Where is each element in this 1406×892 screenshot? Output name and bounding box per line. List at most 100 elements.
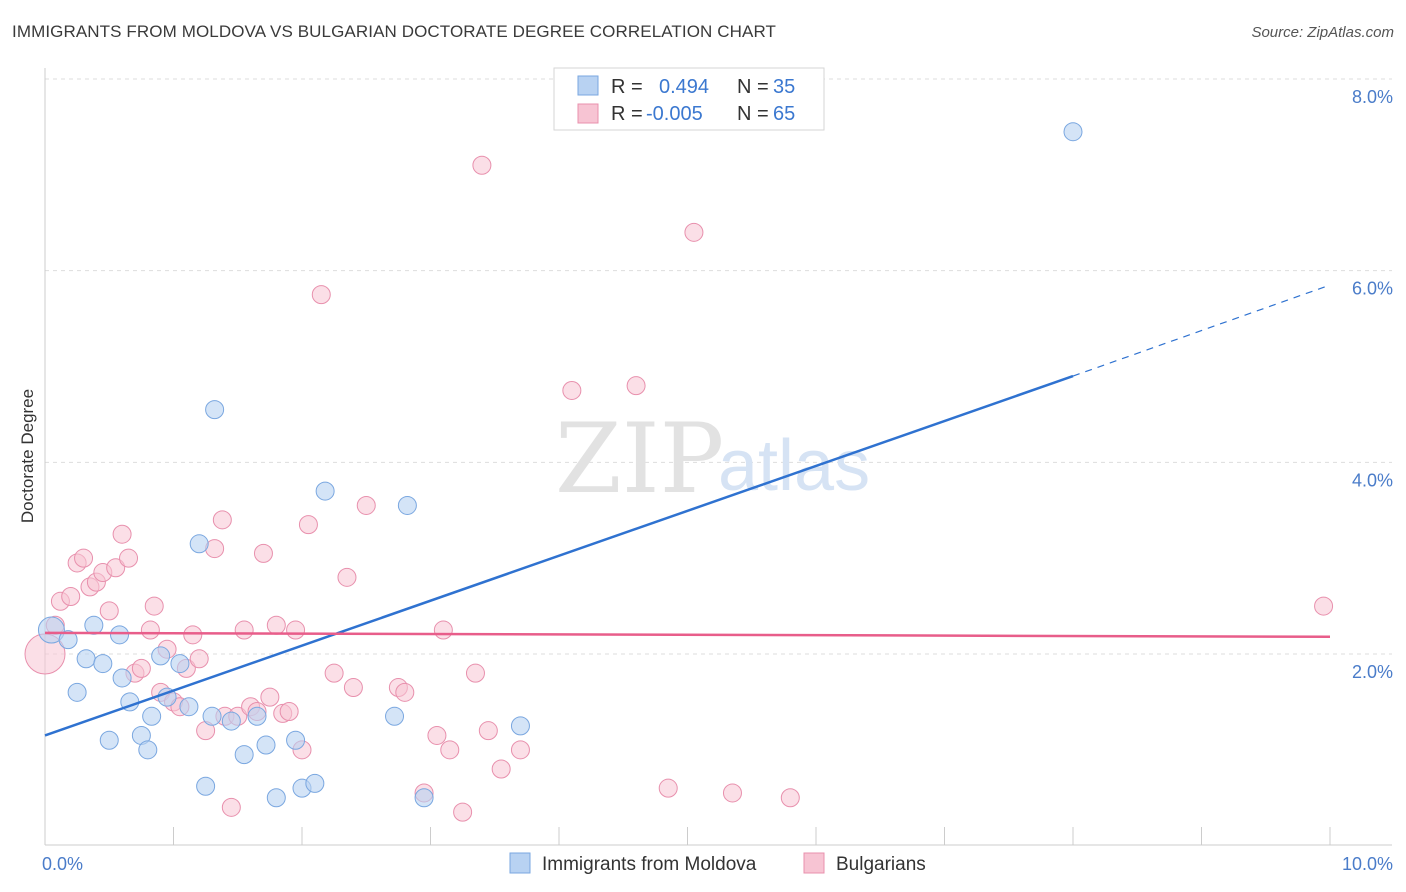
moldova-point-29 xyxy=(385,706,405,726)
moldova-point-25 xyxy=(286,730,306,750)
legend-n-value-1: 35 xyxy=(773,76,795,98)
bulgarians-point-5 xyxy=(74,548,94,568)
bulgarians-point-55 xyxy=(491,759,511,779)
y-tick-label-2: 6.0% xyxy=(1352,279,1393,299)
moldova-point-4 xyxy=(84,615,104,635)
chart-title: IMMIGRANTS FROM MOLDOVA VS BULGARIAN DOC… xyxy=(12,22,777,41)
bulgarians-point-15 xyxy=(140,620,160,640)
legend-r-label-2: R = xyxy=(611,103,643,125)
moldova-point-32 xyxy=(510,716,530,736)
bulgarians-point-10 xyxy=(106,558,126,578)
bulgarians-point-3 xyxy=(61,587,81,606)
moldova-point-30 xyxy=(397,495,417,515)
moldova-point-5 xyxy=(93,654,113,674)
bulgarians-point-40 xyxy=(311,285,331,305)
moldova-point-6 xyxy=(99,730,119,750)
bulgarians-point-23 xyxy=(189,649,209,669)
moldova-point-0 xyxy=(37,616,65,644)
stats-legend: R = 0.494 N = 35 R = -0.005 N = 65 xyxy=(553,67,825,131)
legend-swatch-bulgarians xyxy=(577,103,599,124)
bulgarians-point-63 xyxy=(1314,596,1334,616)
bulgarians-point-48 xyxy=(427,725,447,745)
moldova-point-3 xyxy=(76,649,96,669)
legend-r-value-2: -0.005 xyxy=(646,103,703,125)
bottom-legend-bulgarians: Bulgarians xyxy=(836,854,926,875)
stats-legend-box xyxy=(553,67,825,131)
moldova-point-13 xyxy=(151,646,171,666)
bulgarians-point-59 xyxy=(658,778,678,798)
y-tick-label-1: 4.0% xyxy=(1352,470,1393,490)
bulgarians-point-42 xyxy=(337,567,357,587)
y-tick-label-0: 2.0% xyxy=(1352,662,1393,682)
series-moldova-points xyxy=(37,122,1083,808)
moldova-point-17 xyxy=(189,534,209,554)
x-tick-label-0: 0.0% xyxy=(42,854,83,874)
bulgarians-point-27 xyxy=(221,797,241,817)
source-label: Source: ZipAtlas.com xyxy=(1251,24,1394,41)
bulgarians-point-34 xyxy=(266,615,286,635)
bulgarians-point-22 xyxy=(183,625,203,645)
bulgarians-point-32 xyxy=(253,543,273,563)
moldova-point-34 xyxy=(196,776,216,796)
watermark-atlas: atlas xyxy=(718,426,870,506)
axes xyxy=(44,68,1392,846)
legend-r-value-1: 0.494 xyxy=(659,76,709,98)
series-legend: Immigrants from Moldova Bulgarians xyxy=(509,852,926,875)
moldova-point-27 xyxy=(305,773,325,793)
bulgarians-point-50 xyxy=(440,740,460,760)
bulgarians-point-46 xyxy=(395,682,415,702)
moldova-point-1 xyxy=(58,630,78,650)
moldova-point-2 xyxy=(67,682,87,702)
bulgarians-point-41 xyxy=(324,663,344,683)
tick-labels: 2.0% 4.0% 6.0% 8.0% 0.0% 10.0% xyxy=(42,87,1393,874)
bulgarians-point-61 xyxy=(722,783,742,803)
moldova-point-18 xyxy=(202,706,222,726)
moldova-point-23 xyxy=(256,735,276,755)
moldova-point-31 xyxy=(414,788,434,808)
moldova-point-24 xyxy=(266,788,286,808)
legend-n-value-2: 65 xyxy=(773,103,795,125)
bulgarians-point-9 xyxy=(99,601,119,621)
bulgarians-point-51 xyxy=(453,802,473,822)
bottom-legend-swatch-moldova xyxy=(509,852,531,874)
bulgarians-point-56 xyxy=(510,740,530,760)
bulgarians-point-58 xyxy=(626,376,646,396)
bulgarians-point-43 xyxy=(343,678,363,698)
bulgarians-point-29 xyxy=(234,620,254,640)
moldova-point-22 xyxy=(247,706,267,726)
bulgarians-point-62 xyxy=(780,788,800,808)
bulgarians-point-39 xyxy=(298,515,318,535)
bottom-legend-moldova: Immigrants from Moldova xyxy=(542,854,757,875)
bulgarians-point-16 xyxy=(144,596,164,616)
y-tick-label-3: 8.0% xyxy=(1352,87,1393,107)
watermark: ZIP atlas xyxy=(555,403,870,515)
moldova-point-19 xyxy=(205,400,225,420)
bulgarians-point-44 xyxy=(356,495,376,515)
moldova-point-20 xyxy=(221,711,241,731)
watermark-zip: ZIP xyxy=(555,403,724,515)
moldova-point-8 xyxy=(112,668,132,688)
x-tick-label-1: 10.0% xyxy=(1342,854,1393,874)
bulgarians-point-57 xyxy=(562,380,582,400)
moldova-point-21 xyxy=(234,745,254,765)
moldova-point-33 xyxy=(1063,122,1083,142)
moldova-point-16 xyxy=(179,697,199,717)
bulgarians-point-36 xyxy=(279,702,299,721)
bulgarians-point-14 xyxy=(131,658,151,678)
legend-n-label-2: N = xyxy=(737,103,769,125)
bulgarians-point-12 xyxy=(119,548,139,568)
moldova-point-12 xyxy=(142,706,162,726)
bulgarians-point-33 xyxy=(260,687,280,707)
bulgarians-point-11 xyxy=(112,524,132,544)
legend-swatch-moldova xyxy=(577,75,599,96)
legend-n-label-1: N = xyxy=(737,76,769,98)
legend-r-label-1: R = xyxy=(611,76,643,98)
moldova-point-7 xyxy=(110,625,130,645)
moldova-point-28 xyxy=(315,481,335,501)
bulgarians-point-53 xyxy=(472,155,492,175)
bulgarians-point-37 xyxy=(286,620,306,640)
y-axis-label: Doctorate Degree xyxy=(18,389,37,523)
bottom-legend-swatch-bulgarians xyxy=(803,852,825,874)
moldova-point-11 xyxy=(138,740,158,760)
